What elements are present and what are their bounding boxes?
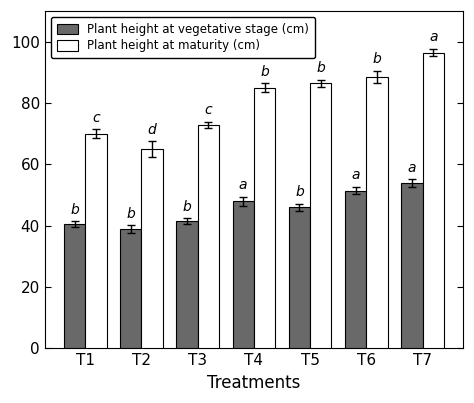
Text: b: b xyxy=(295,185,304,199)
Bar xyxy=(85,134,107,349)
Text: a: a xyxy=(351,168,360,182)
Text: c: c xyxy=(204,103,212,117)
Bar xyxy=(120,229,141,349)
Text: c: c xyxy=(92,110,100,125)
Bar xyxy=(345,191,366,349)
Text: b: b xyxy=(373,52,382,66)
Text: b: b xyxy=(316,61,325,75)
Text: b: b xyxy=(182,199,191,214)
Bar xyxy=(254,88,275,349)
Bar xyxy=(366,77,388,349)
Bar xyxy=(141,149,163,349)
Text: a: a xyxy=(429,30,438,44)
Text: b: b xyxy=(260,64,269,79)
Bar xyxy=(233,201,254,349)
X-axis label: Treatments: Treatments xyxy=(207,374,301,392)
Text: d: d xyxy=(148,123,156,137)
Bar xyxy=(176,221,198,349)
Bar xyxy=(198,125,219,349)
Bar xyxy=(289,208,310,349)
Legend: Plant height at vegetative stage (cm), Plant height at maturity (cm): Plant height at vegetative stage (cm), P… xyxy=(51,17,315,58)
Text: a: a xyxy=(239,178,247,192)
Text: b: b xyxy=(70,203,79,216)
Bar xyxy=(310,83,331,349)
Text: b: b xyxy=(127,207,135,220)
Text: a: a xyxy=(408,160,416,174)
Bar xyxy=(422,52,444,349)
Bar xyxy=(64,224,85,349)
Bar xyxy=(401,183,422,349)
